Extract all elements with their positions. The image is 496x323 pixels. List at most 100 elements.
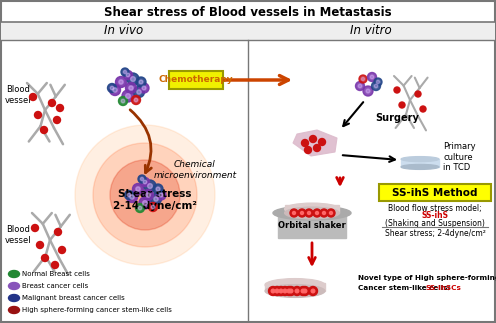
Circle shape bbox=[287, 287, 296, 296]
Circle shape bbox=[136, 187, 140, 191]
Circle shape bbox=[376, 80, 379, 84]
Circle shape bbox=[139, 80, 143, 84]
Circle shape bbox=[310, 136, 316, 142]
Circle shape bbox=[146, 193, 150, 197]
Circle shape bbox=[135, 203, 144, 213]
Ellipse shape bbox=[273, 206, 351, 220]
Circle shape bbox=[124, 70, 132, 79]
Circle shape bbox=[275, 289, 279, 293]
Text: In vitro: In vitro bbox=[350, 25, 392, 37]
Circle shape bbox=[32, 224, 39, 232]
Circle shape bbox=[119, 80, 123, 84]
Circle shape bbox=[110, 85, 121, 96]
Circle shape bbox=[276, 287, 286, 296]
Ellipse shape bbox=[8, 270, 19, 277]
Text: Blood
vessel: Blood vessel bbox=[4, 85, 31, 105]
Circle shape bbox=[318, 139, 325, 145]
Circle shape bbox=[143, 201, 147, 205]
Text: Breast cancer cells: Breast cancer cells bbox=[22, 283, 88, 289]
Circle shape bbox=[322, 212, 325, 214]
Circle shape bbox=[37, 242, 44, 248]
Circle shape bbox=[139, 197, 151, 209]
Circle shape bbox=[374, 84, 378, 88]
Circle shape bbox=[285, 287, 294, 296]
Circle shape bbox=[75, 125, 215, 265]
Circle shape bbox=[57, 105, 63, 111]
Text: Primary
culture
in TCD: Primary culture in TCD bbox=[443, 142, 476, 172]
Circle shape bbox=[127, 73, 139, 85]
Circle shape bbox=[49, 99, 56, 107]
Circle shape bbox=[290, 209, 298, 217]
Circle shape bbox=[370, 75, 374, 79]
Circle shape bbox=[303, 289, 307, 293]
Circle shape bbox=[399, 102, 405, 108]
Circle shape bbox=[362, 78, 365, 81]
Ellipse shape bbox=[265, 278, 325, 291]
Text: Shear stress
2-14 dyne/cm²: Shear stress 2-14 dyne/cm² bbox=[113, 189, 197, 211]
Circle shape bbox=[108, 84, 117, 92]
Bar bbox=[401, 159, 439, 167]
Circle shape bbox=[144, 180, 156, 192]
Circle shape bbox=[136, 77, 146, 87]
Circle shape bbox=[142, 86, 146, 90]
Text: High sphere-forming cancer stem-like cells: High sphere-forming cancer stem-like cel… bbox=[22, 307, 172, 313]
Text: (Shaking and Suspension): (Shaking and Suspension) bbox=[385, 218, 485, 227]
Circle shape bbox=[125, 82, 136, 93]
Circle shape bbox=[122, 90, 134, 102]
Circle shape bbox=[358, 84, 362, 88]
Circle shape bbox=[302, 140, 309, 147]
Circle shape bbox=[52, 262, 59, 268]
Circle shape bbox=[299, 287, 308, 296]
Circle shape bbox=[289, 289, 293, 293]
Circle shape bbox=[116, 77, 126, 88]
Bar bbox=[278, 213, 346, 238]
Circle shape bbox=[305, 209, 313, 217]
Circle shape bbox=[119, 97, 127, 106]
Circle shape bbox=[126, 192, 137, 203]
Circle shape bbox=[159, 193, 163, 197]
Text: Shear stress of Blood vessels in Metastasis: Shear stress of Blood vessels in Metasta… bbox=[104, 6, 392, 19]
Circle shape bbox=[372, 81, 380, 90]
Circle shape bbox=[148, 183, 152, 188]
FancyBboxPatch shape bbox=[379, 184, 491, 201]
Circle shape bbox=[110, 86, 114, 90]
Polygon shape bbox=[293, 130, 337, 156]
Circle shape bbox=[41, 127, 48, 133]
Ellipse shape bbox=[8, 295, 19, 301]
Circle shape bbox=[143, 180, 147, 184]
Circle shape bbox=[153, 184, 163, 194]
Circle shape bbox=[134, 98, 138, 102]
Circle shape bbox=[150, 193, 162, 204]
Circle shape bbox=[301, 287, 310, 296]
Circle shape bbox=[356, 81, 365, 90]
Circle shape bbox=[281, 287, 290, 296]
Text: Blood flow stress model;: Blood flow stress model; bbox=[388, 203, 482, 213]
Circle shape bbox=[132, 183, 143, 194]
Circle shape bbox=[142, 190, 153, 201]
Circle shape bbox=[320, 209, 328, 217]
Circle shape bbox=[293, 287, 302, 296]
Circle shape bbox=[130, 195, 134, 199]
Bar bbox=[1, 22, 248, 40]
Circle shape bbox=[110, 160, 180, 230]
Circle shape bbox=[315, 212, 318, 214]
Text: Shear stress; 2-4dyne/cm²: Shear stress; 2-4dyne/cm² bbox=[384, 228, 486, 237]
Ellipse shape bbox=[8, 307, 19, 314]
Circle shape bbox=[268, 287, 277, 296]
Circle shape bbox=[279, 289, 283, 293]
Circle shape bbox=[287, 289, 291, 293]
Text: Blood
vessel: Blood vessel bbox=[4, 225, 31, 245]
Circle shape bbox=[126, 73, 130, 77]
Circle shape bbox=[29, 93, 37, 100]
Circle shape bbox=[327, 209, 335, 217]
Text: In vivo: In vivo bbox=[104, 25, 144, 37]
Ellipse shape bbox=[265, 285, 325, 297]
Circle shape bbox=[156, 190, 166, 200]
Text: Orbital shaker: Orbital shaker bbox=[278, 221, 346, 230]
Circle shape bbox=[140, 178, 149, 186]
Text: Malignant breast cancer cells: Malignant breast cancer cells bbox=[22, 295, 125, 301]
Circle shape bbox=[272, 287, 282, 296]
Text: Chemical
microenvironment: Chemical microenvironment bbox=[153, 160, 237, 180]
Circle shape bbox=[124, 191, 133, 200]
Circle shape bbox=[125, 94, 130, 99]
